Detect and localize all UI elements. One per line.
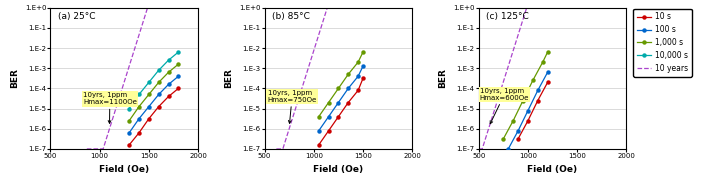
Text: (c) 125°C: (c) 125°C bbox=[486, 12, 529, 21]
Text: (b) 85°C: (b) 85°C bbox=[272, 12, 310, 21]
X-axis label: Field (Oe): Field (Oe) bbox=[313, 165, 364, 174]
Text: 10yrs, 1ppm
Hmax=600Oe: 10yrs, 1ppm Hmax=600Oe bbox=[480, 88, 529, 124]
Y-axis label: BER: BER bbox=[10, 68, 19, 88]
Y-axis label: BER: BER bbox=[225, 68, 233, 88]
Text: 10yrs, 1ppm
Hmax=1100Oe: 10yrs, 1ppm Hmax=1100Oe bbox=[83, 92, 137, 123]
X-axis label: Field (Oe): Field (Oe) bbox=[99, 165, 149, 174]
Text: 10yrs, 1ppm
Hmax=750Oe: 10yrs, 1ppm Hmax=750Oe bbox=[268, 90, 317, 123]
Legend: 10 s, 100 s, 1,000 s, 10,000 s, 10 years: 10 s, 100 s, 1,000 s, 10,000 s, 10 years bbox=[633, 9, 691, 77]
Text: (a) 25°C: (a) 25°C bbox=[58, 12, 95, 21]
Y-axis label: BER: BER bbox=[438, 68, 448, 88]
X-axis label: Field (Oe): Field (Oe) bbox=[528, 165, 577, 174]
